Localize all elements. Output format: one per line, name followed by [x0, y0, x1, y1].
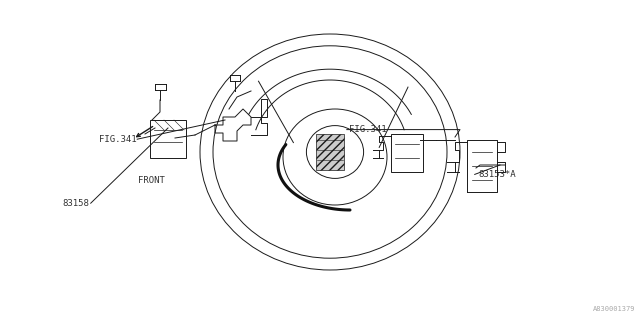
Text: FRONT: FRONT [138, 176, 164, 185]
Text: FIG.341: FIG.341 [349, 125, 387, 134]
FancyBboxPatch shape [316, 134, 344, 170]
Text: 83153*A: 83153*A [479, 170, 516, 179]
Text: A830001379: A830001379 [593, 306, 635, 312]
Text: 83158: 83158 [63, 199, 90, 208]
Text: FIG.341: FIG.341 [99, 135, 137, 144]
